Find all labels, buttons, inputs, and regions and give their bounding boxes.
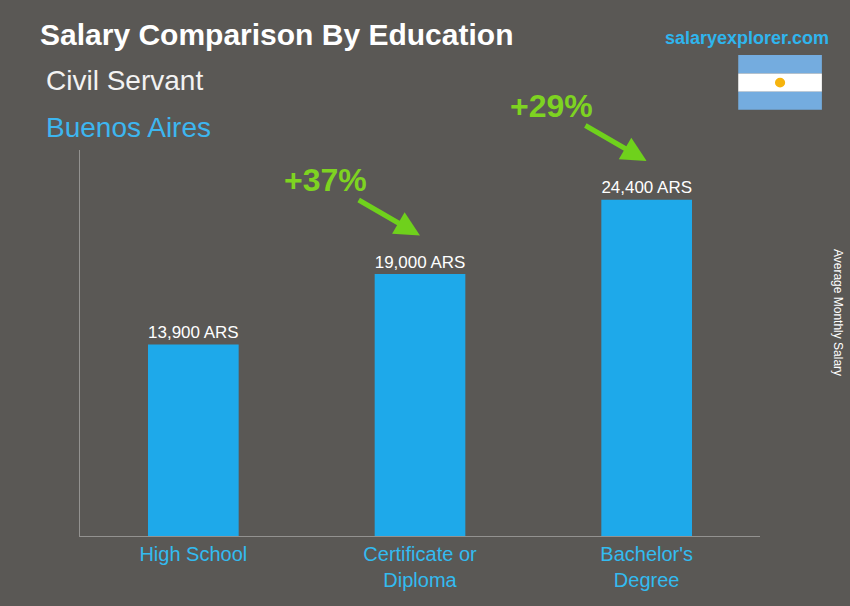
svg-text:+37%: +37% (284, 162, 367, 198)
svg-text:19,000 ARS: 19,000 ARS (375, 253, 466, 272)
svg-text:Certificate orDiploma: Certificate orDiploma (363, 543, 477, 591)
svg-text:salaryexplorer.com: salaryexplorer.com (665, 28, 829, 48)
svg-text:Bachelor'sDegree: Bachelor'sDegree (600, 543, 693, 591)
svg-text:Civil Servant: Civil Servant (46, 65, 203, 96)
svg-text:High School: High School (139, 543, 247, 565)
svg-text:Salary Comparison By Education: Salary Comparison By Education (40, 18, 513, 51)
svg-text:+29%: +29% (510, 88, 593, 124)
svg-text:24,400 ARS: 24,400 ARS (601, 178, 692, 197)
svg-text:Buenos Aires: Buenos Aires (46, 112, 211, 143)
svg-text:13,900 ARS: 13,900 ARS (148, 323, 239, 342)
svg-text:Average Monthly Salary: Average Monthly Salary (831, 249, 845, 376)
